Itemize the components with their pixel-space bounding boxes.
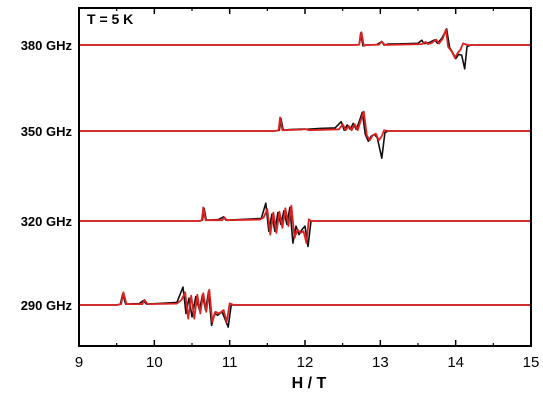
x-tick-label: 9 (75, 354, 83, 371)
experimental-spectrum-line (79, 28, 531, 70)
x-tick-label: 15 (523, 354, 540, 371)
simulated-spectrum-line (79, 204, 531, 245)
trace-label: 350 GHz (21, 124, 73, 139)
x-tick-label: 11 (222, 354, 238, 371)
traces-layer: 380 GHz 350 GHz 320 GHz 290 GHz (21, 28, 531, 328)
trace-label: 290 GHz (21, 298, 73, 313)
trace-label: 380 GHz (21, 38, 73, 53)
simulated-spectrum-line (79, 110, 531, 142)
x-tick-label: 10 (146, 354, 163, 371)
x-tick-label: 14 (447, 354, 464, 371)
simulated-spectrum-line (79, 288, 531, 323)
x-tick-label: 13 (372, 354, 389, 371)
x-tick-label: 12 (297, 354, 314, 371)
experimental-spectrum-line (79, 286, 531, 328)
temperature-annotation: T = 5 K (87, 11, 133, 27)
trace-320-ghz: 320 GHz (21, 202, 531, 248)
axes-layer: 9 10 11 12 13 14 15 (75, 7, 540, 371)
x-axis-title: H / T (292, 375, 327, 392)
simulated-spectrum-line (79, 28, 531, 59)
trace-380-ghz: 380 GHz (21, 28, 531, 70)
trace-290-ghz: 290 GHz (21, 286, 531, 328)
trace-label: 320 GHz (21, 214, 73, 229)
experimental-spectrum-line (79, 111, 531, 159)
trace-350-ghz: 350 GHz (21, 110, 531, 159)
